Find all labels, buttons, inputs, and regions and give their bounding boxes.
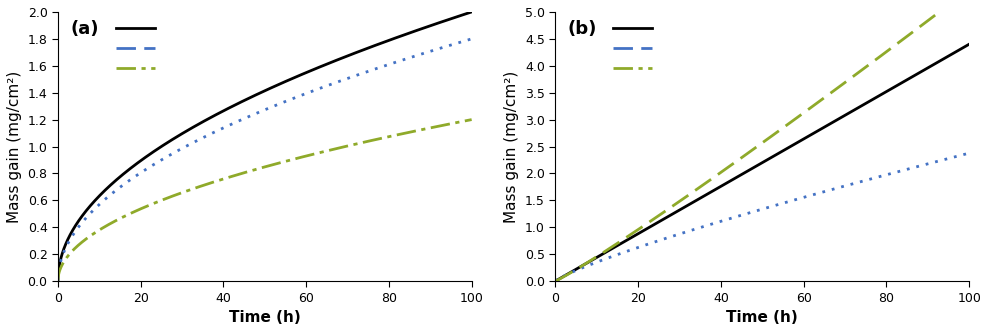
Ti SP30 (549, 279, 561, 283)
Ti untreated (875, 93, 887, 97)
Ti LSP (951, 154, 963, 158)
Ti LSP (740, 212, 752, 216)
Ti SP30 (73, 243, 85, 247)
Ti untreated (242, 97, 254, 101)
Ti SP30 (951, 0, 963, 1)
Ti LSP (465, 37, 477, 41)
Y-axis label: Mass gain (mg/cm²): Mass gain (mg/cm²) (7, 70, 22, 223)
Ti SP30 (377, 136, 389, 140)
Ti LSP (951, 154, 963, 158)
Ti untreated (377, 40, 389, 44)
Ti LSP (963, 151, 975, 155)
Ti SP30 (740, 153, 752, 157)
Ti untreated (571, 267, 583, 271)
Line: Ti SP30: Ti SP30 (58, 120, 471, 281)
Ti untreated (465, 10, 477, 14)
Ti untreated (52, 279, 64, 283)
Ti SP30 (751, 145, 763, 149)
Y-axis label: Mass gain (mg/cm²): Mass gain (mg/cm²) (505, 70, 520, 223)
Ti untreated (740, 170, 752, 174)
Text: (a): (a) (70, 20, 99, 38)
Ti untreated (453, 14, 465, 18)
Ti untreated (253, 91, 265, 95)
Ti SP30 (453, 120, 465, 124)
Ti SP30 (253, 166, 265, 170)
Ti LSP (751, 209, 763, 213)
Ti SP30 (571, 267, 583, 271)
Line: Ti LSP: Ti LSP (555, 153, 969, 281)
Ti LSP (875, 174, 887, 178)
Ti LSP (453, 41, 465, 44)
Ti SP30 (242, 170, 254, 174)
Ti LSP (453, 41, 465, 44)
Ti untreated (963, 42, 975, 46)
Line: Ti LSP: Ti LSP (58, 39, 471, 281)
Text: (b): (b) (568, 20, 597, 38)
Ti untreated (951, 49, 963, 53)
Ti SP30 (951, 0, 963, 1)
Ti untreated (951, 49, 963, 53)
Ti LSP (73, 224, 85, 228)
Ti LSP (549, 279, 561, 283)
X-axis label: Time (h): Time (h) (726, 310, 798, 325)
Ti LSP (253, 110, 265, 114)
Line: Ti SP30: Ti SP30 (555, 0, 969, 281)
Ti LSP (377, 64, 389, 68)
Ti untreated (549, 279, 561, 283)
Ti SP30 (465, 118, 477, 122)
X-axis label: Time (h): Time (h) (229, 310, 300, 325)
Line: Ti untreated: Ti untreated (58, 12, 471, 281)
Ti LSP (52, 279, 64, 283)
Ti LSP (242, 115, 254, 119)
Ti untreated (73, 218, 85, 222)
Ti SP30 (52, 279, 64, 283)
Legend: , , : , , (115, 22, 167, 77)
Ti SP30 (875, 54, 887, 58)
Ti LSP (571, 268, 583, 272)
Ti untreated (453, 14, 465, 18)
Line: Ti untreated: Ti untreated (555, 44, 969, 281)
Ti SP30 (453, 120, 465, 124)
Legend: , , : , , (612, 22, 665, 77)
Ti untreated (751, 164, 763, 168)
